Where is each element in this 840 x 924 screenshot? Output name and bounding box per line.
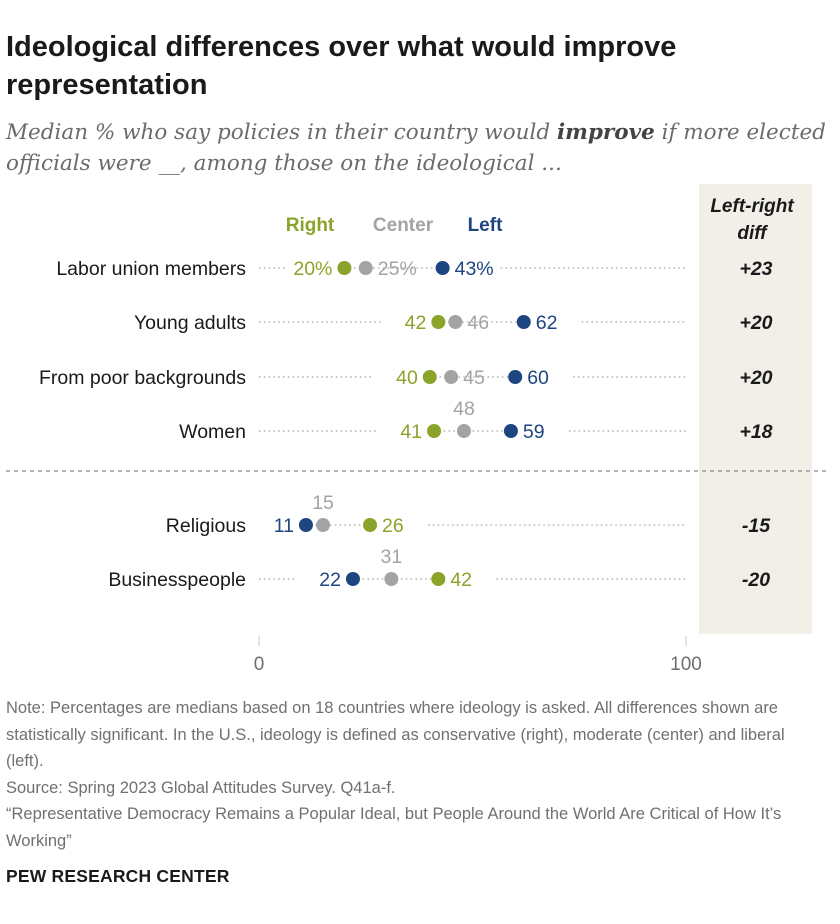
value-label-center: 45 bbox=[463, 367, 485, 389]
value-label-center: 25% bbox=[378, 258, 417, 280]
diff-value: -15 bbox=[742, 515, 771, 537]
dot-center bbox=[316, 518, 331, 532]
dot-center bbox=[444, 370, 459, 384]
diff-value: -20 bbox=[742, 569, 770, 591]
diff-column-background bbox=[699, 184, 812, 634]
diff-header-line2: diff bbox=[737, 223, 768, 244]
value-label-right: 42 bbox=[405, 312, 427, 334]
note-text: Note: Percentages are medians based on 1… bbox=[6, 699, 785, 770]
dot-center bbox=[358, 261, 373, 275]
value-label-right: 40 bbox=[396, 367, 418, 389]
diff-value: +23 bbox=[739, 258, 772, 280]
x-axis-label-100: 100 bbox=[670, 654, 702, 675]
row-label: Businesspeople bbox=[108, 569, 246, 591]
dot-center bbox=[384, 572, 399, 586]
source-text: Source: Spring 2023 Global Attitudes Sur… bbox=[6, 778, 396, 797]
x-axis-label-0: 0 bbox=[254, 654, 265, 675]
subtitle-text-end: if more elected officials were __, among… bbox=[6, 120, 826, 176]
value-label-left: 60 bbox=[527, 367, 549, 389]
value-label-left: 62 bbox=[536, 312, 558, 334]
legend-center: Center bbox=[373, 215, 434, 236]
dot-right bbox=[431, 572, 446, 586]
dot-right bbox=[422, 370, 437, 384]
diff-header-line1: Left-right bbox=[710, 196, 794, 217]
row-label: From poor backgrounds bbox=[39, 367, 246, 389]
value-label-center: 48 bbox=[453, 398, 475, 420]
chart-rows: Labor union members 20% 43% 25% +23 Young adu… bbox=[39, 258, 773, 591]
diff-value: +20 bbox=[739, 367, 772, 389]
row-label: Women bbox=[179, 421, 246, 443]
diff-value: +18 bbox=[739, 421, 772, 443]
value-label-right: 42 bbox=[450, 569, 472, 591]
row-label: Labor union members bbox=[56, 258, 246, 280]
row-label: Religious bbox=[166, 515, 246, 537]
subtitle-text-start: Median % who say policies in their count… bbox=[6, 120, 557, 145]
legend-right: Right bbox=[286, 215, 335, 236]
diff-value: +20 bbox=[739, 312, 772, 334]
dot-left bbox=[345, 572, 360, 586]
chart-title: Ideological differences over what would … bbox=[6, 31, 677, 101]
dot-right bbox=[427, 424, 442, 438]
report-title: “Representative Democracy Remains a Popu… bbox=[6, 805, 782, 850]
value-label-center: 46 bbox=[467, 312, 489, 334]
dot-center bbox=[448, 315, 463, 329]
value-label-right: 20% bbox=[293, 258, 332, 280]
dot-right bbox=[337, 261, 352, 275]
dot-left bbox=[508, 370, 523, 384]
dot-center bbox=[456, 424, 471, 438]
value-label-right: 26 bbox=[382, 515, 404, 537]
organization-name: PEW RESEARCH CENTER bbox=[6, 866, 230, 886]
row-label: Young adults bbox=[134, 312, 246, 334]
legend-left: Left bbox=[468, 215, 504, 236]
dot-left bbox=[516, 315, 531, 329]
value-label-center: 31 bbox=[381, 546, 403, 568]
value-label-left: 43% bbox=[455, 258, 494, 280]
dot-left bbox=[503, 424, 518, 438]
value-label-center: 15 bbox=[312, 492, 334, 514]
subtitle-emphasis: improve bbox=[556, 120, 655, 145]
value-label-right: 41 bbox=[400, 421, 422, 443]
chart-notes: Note: Percentages are medians based on 1… bbox=[6, 695, 786, 854]
dot-plot-chart: Left-right diff Right Center Left Labor … bbox=[6, 184, 826, 675]
dot-right bbox=[431, 315, 446, 329]
value-label-left: 59 bbox=[523, 421, 545, 443]
dot-left bbox=[435, 261, 450, 275]
chart-subtitle: Median % who say policies in their count… bbox=[6, 117, 826, 179]
dot-right bbox=[363, 518, 378, 532]
value-label-left: 22 bbox=[319, 569, 341, 591]
value-label-left: 11 bbox=[274, 515, 294, 537]
dot-left bbox=[298, 518, 313, 532]
